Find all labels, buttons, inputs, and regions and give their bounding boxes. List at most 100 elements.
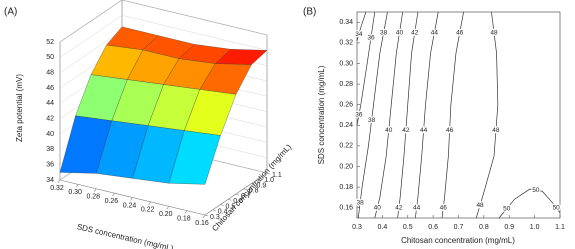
y-tick-label: 1.1 bbox=[272, 172, 282, 179]
x-tick-label: 0.7 bbox=[454, 224, 464, 231]
x-tick-label: 0.6 bbox=[428, 224, 438, 231]
y-tick-label: 0.34 bbox=[339, 19, 353, 26]
contour-label: 38 bbox=[380, 29, 388, 36]
x-tick-label: 1.1 bbox=[555, 224, 565, 231]
contour-label: 48 bbox=[492, 127, 500, 134]
tick-mark bbox=[204, 214, 209, 217]
z-axis-label: Zeta potential (mV) bbox=[15, 74, 24, 142]
tick-mark bbox=[75, 184, 79, 188]
y-tick-label: 0.28 bbox=[339, 81, 353, 88]
contour-line bbox=[397, 11, 419, 219]
tick-mark bbox=[266, 172, 271, 175]
contour-line bbox=[356, 11, 376, 126]
x-tick-label: 0.26 bbox=[105, 198, 119, 205]
contour-label: 44 bbox=[413, 204, 421, 211]
y-tick-label: 0.24 bbox=[339, 122, 353, 129]
y-tick-label: 0.20 bbox=[339, 163, 353, 170]
tick-mark bbox=[220, 204, 224, 206]
y-axis-label: SDS concentration (mg/mL) bbox=[317, 65, 326, 164]
contour-line bbox=[415, 11, 439, 219]
x-tick-label: 0.8 bbox=[479, 224, 489, 231]
tick-mark bbox=[130, 197, 133, 201]
y-tick-label: 0.4 bbox=[218, 209, 228, 216]
x-tick-label: 0.28 bbox=[86, 194, 100, 201]
x-tick-label: 0.22 bbox=[141, 207, 155, 214]
contour-label: 36 bbox=[355, 112, 363, 119]
contour-label: 38 bbox=[357, 199, 365, 206]
tick-mark bbox=[184, 210, 188, 214]
contour-line bbox=[441, 11, 464, 219]
x-tick-label: 0.3 bbox=[352, 224, 362, 231]
y-tick-label: 0.8 bbox=[249, 188, 259, 195]
x-tick-label: 0.24 bbox=[123, 202, 137, 209]
x-tick-label: 0.32 bbox=[50, 185, 64, 192]
tick-mark bbox=[228, 198, 232, 201]
z-tick-label: 36 bbox=[46, 162, 54, 169]
surface-patch bbox=[59, 115, 112, 174]
x-axis-label: SDS concentration (mg/mL) bbox=[76, 222, 175, 249]
z-tick-label: 46 bbox=[46, 85, 54, 92]
tick-mark bbox=[251, 183, 255, 185]
x-tick-label: 0.9 bbox=[504, 224, 514, 231]
contour-label: 40 bbox=[374, 204, 382, 211]
contour-line bbox=[356, 11, 367, 41]
contour-line bbox=[374, 11, 404, 219]
contour-label: 48 bbox=[490, 29, 498, 36]
tick-mark bbox=[112, 192, 115, 197]
z-tick-label: 44 bbox=[46, 100, 54, 107]
contour-label: 46 bbox=[456, 29, 464, 36]
x-tick-label: 1.0 bbox=[530, 224, 540, 231]
y-tick-label: 0.22 bbox=[339, 143, 353, 150]
contour-label: 50 bbox=[532, 187, 540, 194]
contour-label: 42 bbox=[411, 29, 419, 36]
grid-line bbox=[121, 15, 268, 51]
tick-mark bbox=[57, 179, 61, 184]
contour-label: 42 bbox=[395, 204, 403, 211]
x-tick-label: 0.4 bbox=[378, 224, 388, 231]
y-tick-label: 0.30 bbox=[339, 60, 353, 67]
tick-mark bbox=[94, 188, 97, 192]
contour-label: 42 bbox=[402, 127, 410, 134]
contour-line bbox=[498, 188, 561, 219]
contour-label: 36 bbox=[367, 34, 375, 41]
y-tick-label: 1.0 bbox=[264, 177, 274, 184]
y-tick-label: 0.26 bbox=[339, 102, 353, 109]
grid-line bbox=[59, 15, 123, 58]
contour-label: 46 bbox=[446, 127, 454, 134]
contour-line bbox=[357, 11, 388, 219]
z-tick-label: 38 bbox=[46, 146, 54, 153]
y-tick-label: 0.18 bbox=[339, 184, 353, 191]
z-tick-label: 52 bbox=[46, 39, 54, 46]
y-tick-label: 0.9 bbox=[257, 182, 267, 189]
grid-line bbox=[121, 0, 268, 36]
x-tick-label: 0.20 bbox=[159, 211, 173, 218]
tick-mark bbox=[259, 177, 263, 180]
x-tick-label: 0.18 bbox=[177, 215, 191, 222]
z-tick-label: 34 bbox=[46, 177, 54, 184]
tick-mark bbox=[202, 214, 206, 219]
grid-line bbox=[59, 30, 123, 73]
contour-label: 34 bbox=[355, 31, 363, 38]
z-tick-label: 48 bbox=[46, 70, 54, 77]
panel-label: (B) bbox=[303, 7, 316, 18]
x-tick-label: 0.16 bbox=[195, 220, 209, 227]
z-tick-label: 42 bbox=[46, 116, 54, 123]
contour-line bbox=[475, 11, 499, 219]
tick-mark bbox=[166, 206, 169, 210]
tick-mark bbox=[148, 201, 151, 206]
y-tick-label: 0.6 bbox=[233, 198, 243, 205]
contour-label: 40 bbox=[396, 29, 404, 36]
tick-mark bbox=[212, 209, 216, 212]
contour-label: 50 bbox=[503, 205, 511, 212]
x-tick-label: 0.30 bbox=[68, 189, 82, 196]
grid-line bbox=[59, 0, 123, 43]
contour-label: 44 bbox=[420, 127, 428, 134]
contour-label: 44 bbox=[431, 29, 439, 36]
contour-label: 40 bbox=[385, 127, 393, 134]
x-tick-label: 0.5 bbox=[403, 224, 413, 231]
z-tick-label: 50 bbox=[46, 54, 54, 61]
contour-label: 46 bbox=[440, 204, 448, 211]
